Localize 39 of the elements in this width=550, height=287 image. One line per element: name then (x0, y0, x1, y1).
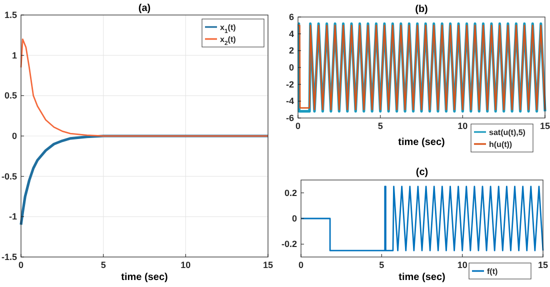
x-tick-label: 0 (298, 260, 304, 270)
x-tick-label: 5 (100, 260, 106, 270)
y-tick-label: -0.5 (1, 171, 17, 182)
y-tick-label: -2 (286, 79, 294, 90)
y-tick-label: 2 (288, 46, 294, 56)
x-tick-label: 10 (180, 260, 191, 270)
legend-label: f(t) (487, 267, 498, 276)
legend-label: sat(u(t),5) (489, 128, 526, 137)
y-tick-label: 1 (12, 50, 17, 60)
legend-label: x$_{2}$(t) (220, 35, 236, 47)
x-tick-label: 5 (379, 260, 384, 270)
legend-label: h(u(t)) (489, 140, 512, 149)
y-tick-label: -0.2 (281, 239, 297, 250)
chart-title: (b) (415, 4, 428, 15)
y-tick-label: 4 (288, 28, 294, 39)
chart-title: (c) (416, 167, 428, 178)
x-axis-title: time (sec) (121, 272, 168, 283)
y-tick-label: -4 (286, 96, 294, 106)
x-tick-label: 15 (262, 260, 274, 270)
x-tick-label: 10 (457, 260, 468, 270)
legend-label: x$_{1}$(t) (220, 23, 236, 35)
y-tick-label: 0.2 (284, 188, 297, 198)
x-axis-title: time (sec) (398, 137, 445, 148)
y-tick-label: -1.5 (1, 252, 17, 262)
y-tick-label: 0 (292, 214, 297, 224)
y-tick-label: -6 (286, 113, 294, 123)
x-tick-label: 15 (540, 121, 550, 131)
x-axis-title: time (sec) (398, 272, 446, 283)
x-tick-label: 10 (458, 121, 468, 131)
y-tick-label: -1 (8, 212, 17, 222)
y-tick-label: 6 (288, 12, 294, 22)
y-tick-label: 0 (12, 131, 17, 141)
y-tick-label: 1.5 (4, 10, 17, 20)
x-tick-label: 0 (18, 260, 24, 270)
y-tick-label: 0 (288, 62, 294, 72)
chart-title: (a) (138, 3, 151, 14)
y-tick-label: 0.5 (4, 90, 17, 101)
x-tick-label: 15 (538, 260, 548, 270)
x-tick-label: 5 (378, 121, 383, 131)
